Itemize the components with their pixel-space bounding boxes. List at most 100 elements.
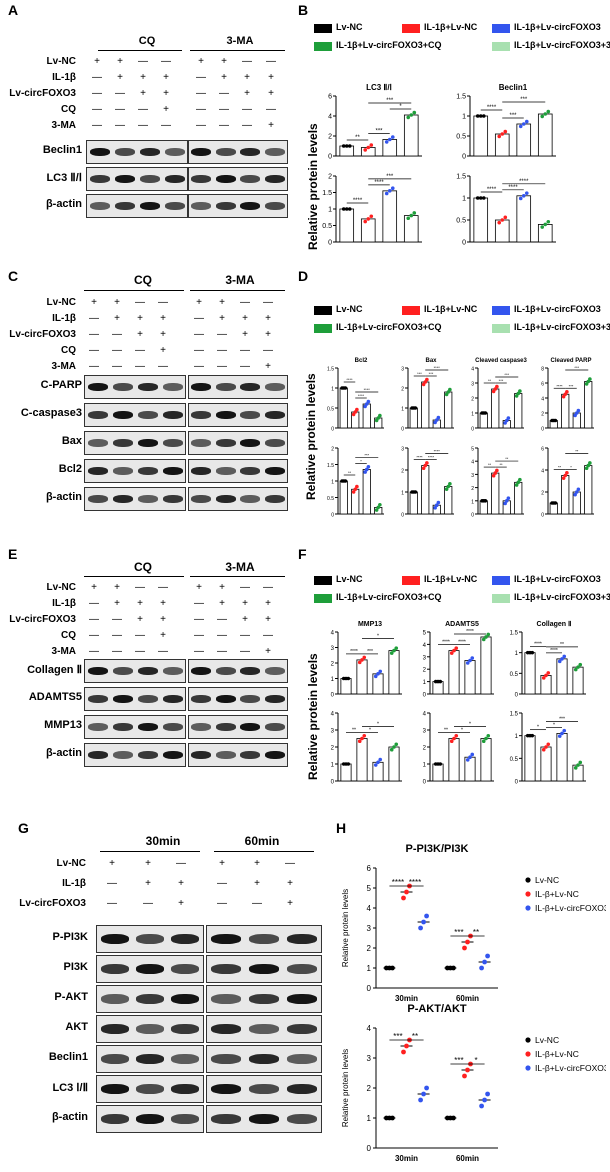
blot-image <box>96 1105 204 1133</box>
bar <box>473 115 489 157</box>
y-tick-label: 0 <box>331 427 334 433</box>
data-point <box>546 671 551 675</box>
y-tick-label: 4 <box>331 712 335 718</box>
significance-label: **** <box>487 187 497 193</box>
significance-label: ** <box>444 728 448 734</box>
treatment-sign: + <box>242 598 248 609</box>
protein-band <box>135 934 165 944</box>
treatment-sign: + <box>265 598 271 609</box>
protein-band <box>240 667 261 675</box>
protein-band <box>210 934 242 944</box>
treatment-sign: — <box>196 104 206 115</box>
data-point <box>434 503 439 507</box>
significance-label: *** <box>393 1032 402 1041</box>
treatment-sign: + <box>265 646 271 657</box>
protein-band <box>240 148 261 156</box>
data-point <box>465 758 470 762</box>
treatment-sign: + <box>94 56 100 67</box>
data-point <box>576 487 581 492</box>
row-label-il-1-: IL-1β <box>52 598 76 609</box>
y-tick-label: 1 <box>331 387 334 393</box>
significance-label: *** <box>364 452 369 457</box>
treatment-sign: + <box>109 858 115 869</box>
treatment-sign: + <box>221 72 227 83</box>
treatment-sign: — <box>138 104 148 115</box>
chart-title: ADAMTS5 <box>445 621 479 628</box>
data-point <box>418 1097 423 1103</box>
treatment-sign: + <box>114 297 120 308</box>
protein-band <box>114 202 135 210</box>
underline-60min <box>214 851 314 852</box>
protein-band <box>112 383 133 391</box>
protein-band <box>135 1084 165 1094</box>
treatment-sign: + <box>265 329 271 340</box>
data-point <box>518 124 523 129</box>
blot-image <box>86 194 188 218</box>
bar <box>494 133 510 157</box>
bar <box>340 678 352 695</box>
treatment-sign: + <box>265 614 271 625</box>
treatment-sign: — <box>161 56 171 67</box>
treatment-sign: — <box>89 630 99 641</box>
data-point <box>588 461 592 465</box>
data-point <box>573 667 578 672</box>
data-point <box>497 134 502 139</box>
significance-label: *** <box>429 371 434 376</box>
data-point <box>500 132 505 136</box>
y-tick-label: 1.5 <box>327 463 334 469</box>
y-tick-label: 0.5 <box>510 672 519 678</box>
bar <box>540 746 552 782</box>
y-axis-title-d: Relative protein levels <box>304 373 318 500</box>
treatment-sign: + <box>160 598 166 609</box>
data-point <box>376 505 381 510</box>
protein-band <box>215 175 236 183</box>
legend-label: IL-β+Lv-NC <box>535 1049 579 1059</box>
data-point <box>374 508 379 512</box>
protein-band <box>100 1024 129 1034</box>
treatment-sign: — <box>240 345 250 356</box>
blot-image <box>188 140 288 164</box>
protein-band <box>137 495 158 503</box>
data-point <box>576 408 581 413</box>
data-point <box>481 196 486 200</box>
protein-band <box>171 1084 200 1094</box>
y-tick-label: 1 <box>471 499 474 505</box>
bar <box>514 481 523 515</box>
group-header-3ma-c: 3-MA <box>225 273 255 287</box>
data-point <box>343 479 348 483</box>
data-point <box>376 760 380 765</box>
legend-label: IL-β+Lv-circFOXO3 <box>535 903 606 913</box>
data-point <box>563 473 568 478</box>
legend-label: IL-1β+Lv-circFOXO3+3-MA <box>514 40 610 50</box>
protein-band <box>162 495 183 503</box>
data-point <box>584 466 589 471</box>
data-point <box>343 386 348 390</box>
blot-image <box>188 687 288 711</box>
group-header-3ma-e: 3-MA <box>225 560 255 574</box>
treatment-sign: + <box>114 582 120 593</box>
treatment-sign: — <box>217 361 227 372</box>
protein-band <box>264 751 285 759</box>
data-point <box>484 736 488 741</box>
treatment-sign: — <box>135 345 145 356</box>
protein-band <box>135 964 165 974</box>
data-point <box>493 471 498 475</box>
group-header-30min: 30min <box>145 834 181 848</box>
treatment-sign: + <box>196 582 202 593</box>
data-point <box>475 114 480 118</box>
data-point <box>481 739 486 744</box>
blot-label-beclin1: Beclin1 <box>42 144 82 156</box>
data-point <box>344 207 349 211</box>
y-tick-label: 0 <box>515 693 519 699</box>
protein-band <box>171 964 200 974</box>
data-point <box>449 651 454 655</box>
group-header-cq-c: CQ <box>134 273 152 287</box>
treatment-sign: + <box>221 56 227 67</box>
legend-swatch <box>492 324 510 333</box>
data-point <box>406 115 411 120</box>
legend-marker <box>525 1065 531 1071</box>
blot-image <box>206 1075 322 1103</box>
significance-label: *** <box>375 129 383 135</box>
protein-band <box>87 495 108 503</box>
treatment-sign: — <box>196 72 206 83</box>
